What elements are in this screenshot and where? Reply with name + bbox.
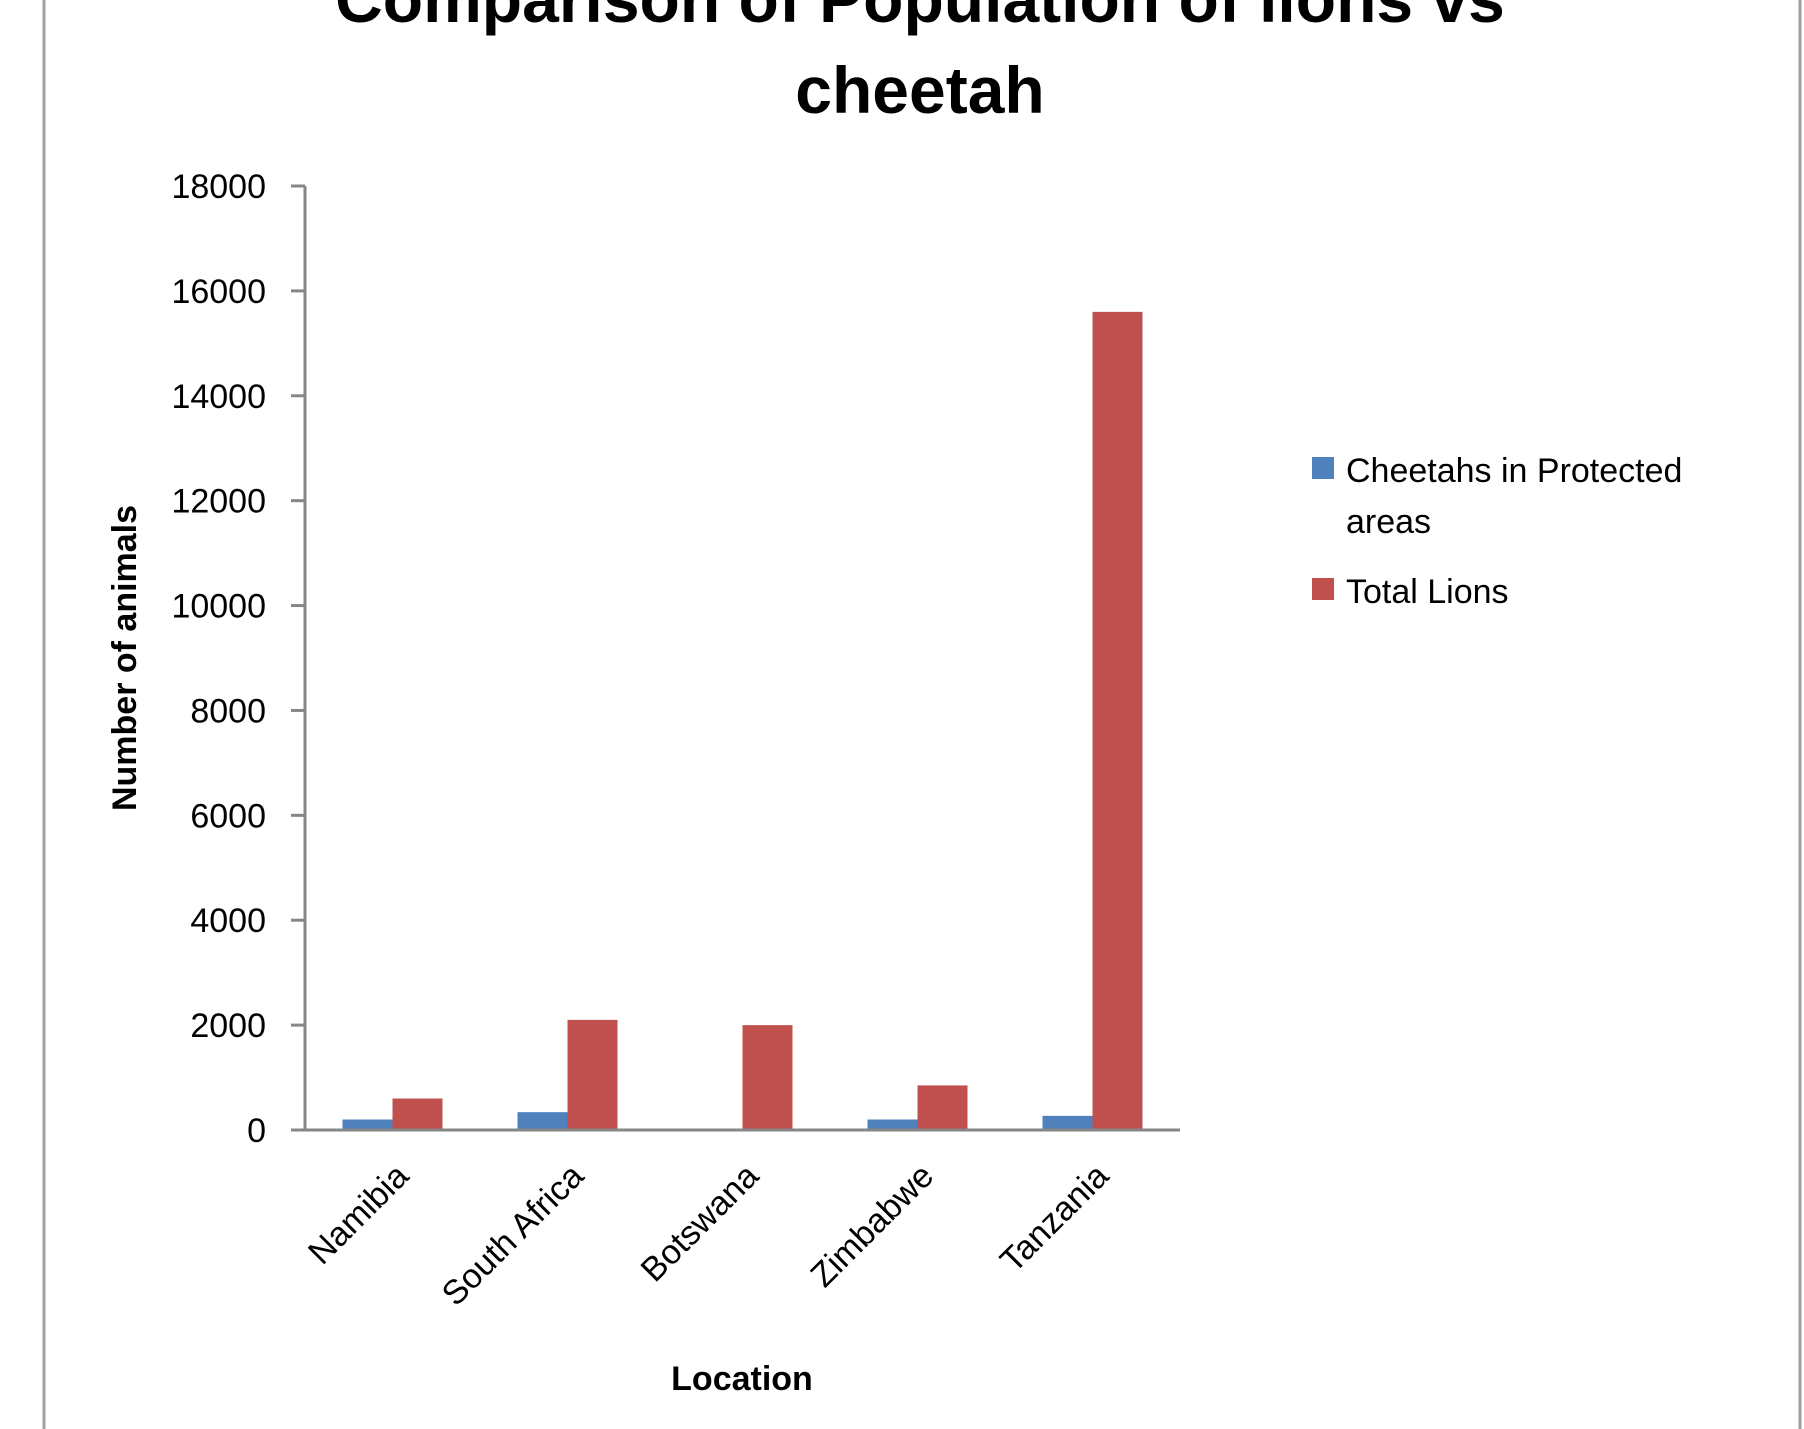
y-tick-label: 0	[247, 1112, 266, 1150]
x-tick-label: Tanzania	[993, 1157, 1116, 1280]
legend-label: areas	[1346, 503, 1431, 541]
x-tick-label: Namibia	[301, 1157, 416, 1272]
y-tick-label: 16000	[171, 273, 266, 311]
y-tick-label: 10000	[171, 588, 266, 626]
chart-title-line-2: cheetah	[795, 53, 1044, 127]
y-tick-label: 12000	[171, 483, 266, 521]
bar-cheetahs-namibia	[342, 1119, 393, 1130]
bar-lions-namibia	[392, 1098, 443, 1130]
y-tick-label: 2000	[190, 1007, 266, 1045]
bar-cheetahs-south-africa	[517, 1112, 568, 1130]
y-tick-label: 14000	[171, 378, 266, 416]
y-tick-label: 6000	[190, 797, 266, 835]
legend-label: Total Lions	[1346, 573, 1509, 611]
x-tick-label: Zimbabwe	[803, 1157, 941, 1295]
bar-lions-zimbabwe	[917, 1085, 968, 1130]
x-tick-label: South Africa	[435, 1157, 592, 1314]
plot-area: 0 2000 4000 6000 8000 10000 12000 14000 16000 180…	[171, 168, 1180, 1313]
bar-lions-tanzania	[1092, 311, 1143, 1130]
x-axis-label: Location	[671, 1360, 813, 1398]
x-tick-label: Botswana	[634, 1157, 767, 1290]
y-tick-label: 18000	[171, 168, 266, 206]
legend-label: Cheetahs in Protected	[1346, 452, 1682, 490]
legend-swatch-lions	[1312, 578, 1334, 600]
bar-lions-south-africa	[567, 1019, 618, 1130]
bar-cheetahs-zimbabwe	[867, 1119, 918, 1130]
y-tick-label: 4000	[190, 902, 266, 940]
legend-swatch-cheetahs	[1312, 457, 1334, 479]
y-axis-label: Number of animals	[106, 505, 144, 811]
y-tick-label: 8000	[190, 692, 266, 730]
bar-cheetahs-tanzania	[1042, 1115, 1093, 1130]
chart-title-line-1: Comparison of Population of lions vs	[335, 0, 1505, 36]
bar-lions-botswana	[742, 1025, 793, 1130]
legend: Cheetahs in Protected areas Total Lions	[1312, 452, 1682, 611]
